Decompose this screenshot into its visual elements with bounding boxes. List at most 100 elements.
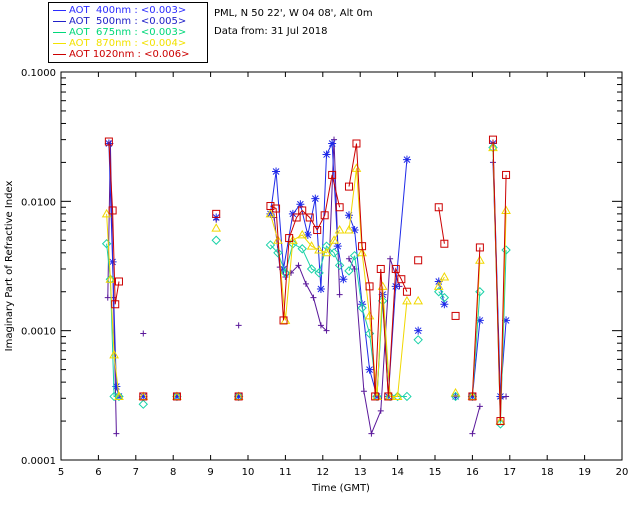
data-point-plus	[302, 280, 309, 287]
data-point-triangle	[377, 281, 388, 290]
data-point-square	[114, 277, 123, 286]
data-point-triangle	[114, 391, 124, 400]
data-point-triangle	[288, 235, 298, 244]
data-point-triangle	[265, 208, 276, 218]
data-point-square	[104, 137, 113, 146]
data-point-triangle	[433, 281, 444, 290]
data-point-plus	[104, 294, 111, 301]
x-tick-label: 14	[391, 467, 404, 478]
legend-label: AOT 400nm : <0.003>	[69, 5, 187, 16]
data-point-diamond	[450, 391, 461, 402]
data-point-square	[440, 239, 449, 248]
data-point-plus	[377, 407, 384, 414]
series-line	[348, 143, 408, 397]
series-layer	[101, 135, 511, 437]
data-point-asterisk	[451, 392, 460, 401]
data-point-plus	[469, 430, 476, 437]
series-line	[270, 242, 341, 275]
data-point-square	[111, 300, 120, 309]
data-point-triangle	[392, 391, 403, 400]
data-point-square	[172, 392, 181, 401]
data-point-square	[468, 392, 477, 401]
x-axis: 5 6 7 8 9 10 11 12 13 14 15 16 17 18 19 20	[58, 72, 628, 478]
data-point-asterisk	[266, 209, 275, 218]
series-line	[108, 143, 120, 397]
data-point-diamond	[344, 266, 354, 276]
data-point-square	[292, 213, 301, 222]
data-point-plus	[336, 291, 343, 298]
data-point-asterisk	[496, 392, 505, 401]
data-point-square	[298, 206, 307, 215]
data-point-diamond	[280, 268, 291, 278]
y-axis: 0.0001 0.0010 0.0100 0.1000	[21, 68, 622, 467]
y-tick-label: 0.1000	[21, 68, 56, 79]
data-point-asterisk	[344, 211, 353, 220]
data-point-asterisk	[475, 316, 484, 325]
data-point-square	[414, 256, 423, 265]
data-point-plus	[476, 403, 483, 410]
data-point-square	[320, 211, 329, 220]
data-point-triangle	[413, 295, 424, 305]
data-point-diamond	[101, 239, 112, 249]
data-point-plus	[310, 294, 317, 301]
series-line	[471, 247, 481, 397]
series-line	[471, 406, 481, 434]
data-point-square	[335, 203, 344, 212]
x-axis-label: Time (GMT)	[311, 483, 370, 494]
data-point-asterisk	[272, 167, 281, 176]
data-point-diamond	[439, 292, 450, 303]
x-tick-label: 17	[503, 467, 516, 478]
data-point-triangle	[321, 247, 332, 257]
site-info: PML, N 50 22', W 04 08', Alt 0m	[214, 8, 373, 19]
data-point-square	[371, 392, 380, 401]
legend-label: AOT 870nm : <0.004>	[69, 38, 187, 49]
data-point-plus	[113, 430, 120, 437]
data-point-square	[502, 170, 511, 179]
x-tick-label: 15	[429, 467, 442, 478]
x-tick-label: 18	[541, 467, 554, 478]
series-line	[269, 213, 341, 321]
data-point-square	[384, 392, 393, 401]
data-point-diamond	[114, 391, 124, 402]
series-line	[270, 174, 341, 321]
series-0	[104, 136, 510, 437]
series-line	[492, 139, 507, 422]
data-point-triangle	[105, 274, 116, 283]
series-line	[438, 291, 445, 299]
data-point-triangle	[344, 225, 354, 234]
data-point-square	[397, 275, 406, 284]
data-point-asterisk	[108, 257, 117, 266]
x-tick-label: 7	[133, 467, 139, 478]
data-point-diamond	[138, 399, 148, 409]
data-point-square	[344, 182, 353, 191]
data-point-plus	[323, 327, 330, 334]
legend-entry: AOT 1020nm : <0.006>	[53, 49, 189, 60]
data-point-triangle	[475, 255, 485, 264]
data-point-square	[108, 206, 117, 215]
data-point-plus	[140, 330, 147, 337]
data-point-square	[402, 287, 411, 296]
data-point-asterisk	[234, 392, 243, 401]
data-point-square	[352, 139, 361, 148]
y-axis-label: Imaginary Part of Refractive Index	[4, 181, 15, 352]
data-point-plus	[295, 262, 302, 269]
data-point-triangle	[297, 229, 308, 239]
data-point-triangle	[450, 387, 461, 397]
data-point-asterisk	[311, 194, 320, 203]
data-point-diamond	[265, 240, 276, 250]
data-point-asterisk	[322, 150, 331, 159]
data-point-square	[365, 282, 374, 291]
data-point-asterisk	[139, 392, 148, 401]
data-point-triangle	[306, 241, 317, 250]
data-point-plus	[387, 255, 394, 262]
data-point-square	[272, 204, 281, 213]
data-point-triangle	[109, 349, 119, 359]
legend-entry: AOT 400nm : <0.003>	[53, 5, 186, 16]
y-tick-label: 0.0010	[21, 327, 56, 338]
data-point-triangle	[357, 247, 367, 257]
data-point-diamond	[434, 287, 444, 297]
data-point-square	[139, 392, 148, 401]
data-point-diamond	[288, 239, 298, 249]
data-point-diamond	[314, 268, 324, 278]
data-point-diamond	[306, 264, 317, 274]
